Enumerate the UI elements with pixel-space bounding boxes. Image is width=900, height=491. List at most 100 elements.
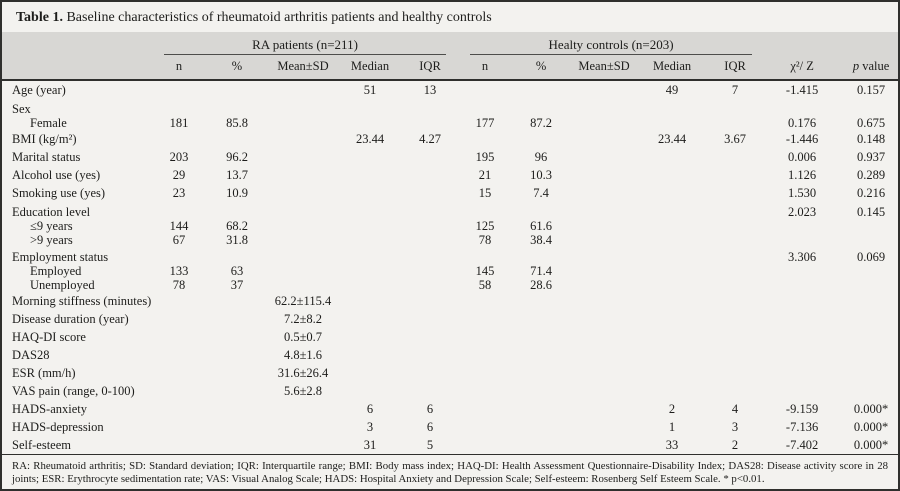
table-cell <box>638 99 706 116</box>
table-cell <box>570 148 638 166</box>
table-cell <box>706 148 764 166</box>
table-cell <box>402 166 458 184</box>
table-row: ESR (mm/h) 31.6±26.4 <box>2 364 898 382</box>
table-cell <box>512 328 570 346</box>
table-cell: 0.000* <box>853 420 889 434</box>
table-cell <box>570 219 638 233</box>
group-header-spacer <box>2 32 152 55</box>
table-cell <box>268 418 338 436</box>
table-cell <box>570 264 638 278</box>
table-cell: 23 <box>172 186 186 200</box>
table-cell <box>206 418 268 436</box>
table-cell: 7 <box>731 83 739 97</box>
group-header-ra-patients: RA patients (n=211) <box>152 32 459 55</box>
table-cell <box>152 382 206 400</box>
row-label-column-header <box>2 55 152 81</box>
table-cell <box>638 264 706 278</box>
table-cell <box>152 247 206 264</box>
table-cell: 2.023 <box>788 205 817 219</box>
table-title-text: Baseline characteristics of rheumatoid a… <box>66 10 492 25</box>
table-cell: 61.6 <box>530 219 552 233</box>
col-header-chi-z: χ²/ Z <box>764 55 841 81</box>
table-cell <box>338 278 402 292</box>
table-row: Female 181 85.8 177 87.2 0.176 0.675 <box>2 116 898 130</box>
row-label: Smoking use (yes) <box>12 186 106 200</box>
table-cell: 2 <box>731 438 739 452</box>
table-cell <box>152 99 206 116</box>
table-row: HAQ-DI score 0.5±0.7 <box>2 328 898 346</box>
table-cell: 68.2 <box>226 219 248 233</box>
table-cell <box>638 202 706 219</box>
table-cell <box>706 166 764 184</box>
table-cell <box>458 202 512 219</box>
table-cell <box>268 233 338 247</box>
table-cell <box>458 292 512 310</box>
table-cell <box>840 219 898 233</box>
table-cell: 0.000* <box>853 402 889 416</box>
table-cell: -7.136 <box>785 420 819 434</box>
table-cell <box>570 364 638 382</box>
table-cell <box>638 310 706 328</box>
table-cell <box>570 247 638 264</box>
table-cell <box>268 436 338 454</box>
table-cell <box>512 346 570 364</box>
table-cell: 0.216 <box>857 186 886 200</box>
table-cell: 4.27 <box>419 132 441 146</box>
table-cell: 195 <box>475 150 495 164</box>
table-cell: 38.4 <box>530 233 552 247</box>
group-header-row: RA patients (n=211) Healty controls (n=2… <box>2 32 898 55</box>
table-cell <box>512 382 570 400</box>
table-row: Disease duration (year) 7.2±8.2 <box>2 310 898 328</box>
table-row: ≤9 years 144 68.2 125 61.6 <box>2 219 898 233</box>
table-row: Employed 133 63 145 71.4 <box>2 264 898 278</box>
table-cell <box>706 184 764 202</box>
table-cell <box>338 310 402 328</box>
table-cell <box>268 219 338 233</box>
table-cell: 78 <box>478 233 492 247</box>
table-cell <box>638 219 706 233</box>
table-cell: 0.937 <box>857 150 886 164</box>
table-cell: 29 <box>172 168 186 182</box>
table-cell: 144 <box>169 219 189 233</box>
col-header-hc-iqr: IQR <box>706 55 765 81</box>
table-cell <box>638 278 706 292</box>
row-label: Employment status <box>12 250 109 264</box>
table-cell <box>268 116 338 130</box>
table-cell <box>512 292 570 310</box>
table-cell: 96.2 <box>226 150 248 164</box>
table-cell <box>458 400 512 418</box>
table-cell <box>638 247 706 264</box>
table-cell <box>570 382 638 400</box>
table-cell <box>706 219 764 233</box>
p-value-rest: value <box>859 59 890 73</box>
table-row: Smoking use (yes) 23 10.9 15 7.4 1.530 0.216 <box>2 184 898 202</box>
table-cell: 0.006 <box>788 150 817 164</box>
table-cell <box>764 382 840 400</box>
table-row: Self-esteem 31 5 33 2 -7.402 0.000* <box>2 436 898 454</box>
table-cell <box>206 382 268 400</box>
table-cell: 0.145 <box>857 205 886 219</box>
table-cell <box>840 310 898 328</box>
table-cell <box>338 264 402 278</box>
table-cell <box>268 130 338 148</box>
table-row: VAS pain (range, 0-100) 5.6±2.8 <box>2 382 898 400</box>
table-cell: 78 <box>172 278 186 292</box>
table-cell <box>206 310 268 328</box>
table-cell <box>570 166 638 184</box>
col-header-hc-n: n <box>458 55 513 81</box>
table-cell <box>338 247 402 264</box>
table-cell: 145 <box>475 264 495 278</box>
table-cell <box>152 328 206 346</box>
table-cell <box>458 346 512 364</box>
col-header-ra-median: Median <box>338 55 402 81</box>
table-cell <box>638 382 706 400</box>
col-header-ra-iqr: IQR <box>402 55 459 81</box>
table-cell: 0.069 <box>857 250 886 264</box>
table-cell <box>458 130 512 148</box>
table-cell <box>840 328 898 346</box>
col-header-ra-meansd: Mean±SD <box>268 55 338 81</box>
table-cell: 28.6 <box>530 278 552 292</box>
table-body: Age (year) 51 13 49 7 -1.415 0.157 Sex Female 181… <box>2 80 898 454</box>
table-cell <box>512 364 570 382</box>
table-cell <box>512 400 570 418</box>
